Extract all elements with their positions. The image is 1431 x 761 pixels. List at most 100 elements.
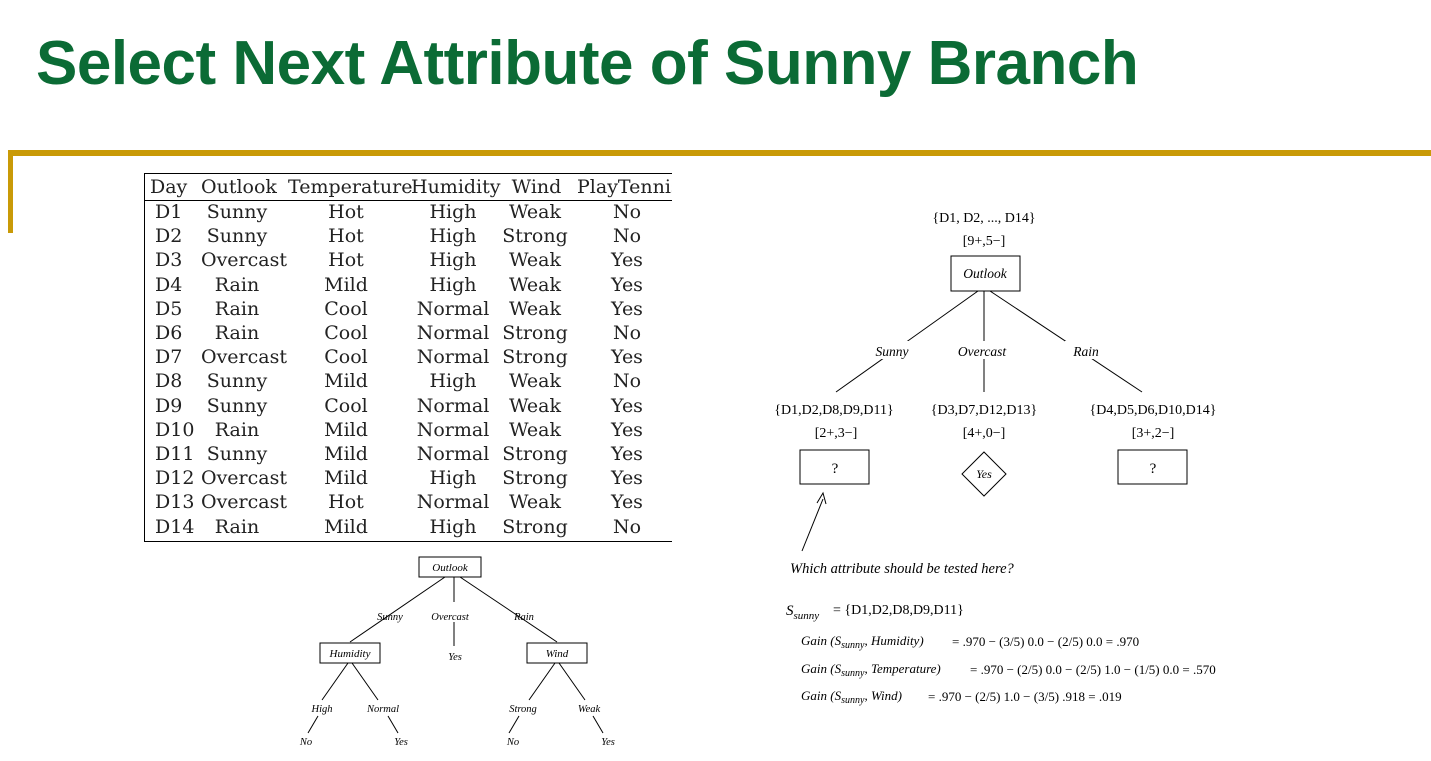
tree-edge	[351, 662, 379, 701]
table-cell: Strong	[502, 467, 568, 490]
table-cell: Rain	[214, 515, 260, 538]
table-cell: Mild	[324, 443, 368, 465]
gain-subscript: sunny	[841, 640, 865, 651]
table-cell: Weak	[508, 418, 562, 441]
tree-leaf-label: No	[506, 737, 519, 748]
table-row: D13 Overcast Hot Normal Weak Yes	[145, 490, 672, 514]
rain-counts: [3+,2−]	[1132, 426, 1175, 441]
table-cell: Mild	[324, 467, 368, 490]
tree-leaf-label: Yes	[448, 652, 462, 663]
table-row: D3 Overcast Hot High Weak Yes	[145, 248, 672, 272]
tree-node-outlook	[950, 255, 1021, 292]
label-backdrop	[864, 341, 920, 359]
table-cell: Rain	[214, 322, 260, 344]
tree-node-humidity	[319, 642, 381, 664]
table-cell: D7	[155, 346, 183, 369]
sunny-branch-diagram: {D1, D2, ..., D14} [9+,5−] Outlook Sunny…	[774, 211, 1216, 706]
table-header-cell: Wind	[511, 176, 562, 198]
root-example-set: {D1, D2, ..., D14}	[932, 211, 1035, 226]
table-cell: D5	[155, 297, 183, 320]
gain-subscript: sunny	[841, 668, 865, 679]
gain-temperature-label: Gain (Ssunny, Temperature)	[801, 661, 941, 679]
table-cell: D9	[155, 394, 183, 417]
table-cell: Yes	[611, 346, 643, 369]
sunny-counts: [2+,3−]	[815, 426, 858, 441]
sunny-example-set: {D1,D2,D8,D9,D11}	[774, 403, 893, 418]
tree-node-label: Humidity	[329, 648, 371, 660]
gain-attribute: , Humidity)	[864, 633, 923, 648]
gain-attribute: , Temperature)	[864, 661, 940, 676]
table-header-cell: PlayTennis	[577, 176, 672, 198]
table-cell: D12	[155, 467, 195, 490]
table-cell: Cool	[324, 297, 368, 320]
table-cell: Normal	[416, 418, 490, 441]
table-header-cell: Day	[150, 176, 188, 198]
tree-branch-label: Overcast	[958, 344, 1007, 359]
gain-attribute: , Wind)	[864, 688, 902, 703]
tree-leaf-label: Yes	[601, 737, 615, 748]
gain-humidity-calc: = .970 − (3/5) 0.0 − (2/5) 0.0 = .970	[952, 634, 1139, 649]
table-cell: Cool	[324, 322, 368, 344]
table-cell: Hot	[328, 201, 364, 223]
table-cell: D4	[155, 273, 183, 296]
label-backdrop	[953, 341, 1013, 359]
tree-node-label: Wind	[546, 648, 569, 660]
tree-leaf-label: No	[299, 737, 312, 748]
table-cell: Normal	[416, 443, 490, 465]
tree-node-label: ?	[832, 461, 839, 477]
tree-edge	[321, 662, 349, 701]
table-cell: Overcast	[201, 467, 287, 490]
table-cell: Yes	[611, 394, 643, 417]
rain-unknown-node	[1117, 449, 1188, 485]
table-cell: Yes	[611, 467, 643, 490]
tree-edge	[528, 662, 556, 701]
gain-prefix: Gain (S	[801, 661, 842, 676]
table-cell: Sunny	[206, 370, 268, 393]
table-cell: No	[612, 515, 642, 538]
tree-edge	[558, 662, 586, 701]
table-cell: Strong	[502, 225, 568, 248]
table-cell: Yes	[611, 273, 643, 296]
table-cell: No	[612, 322, 642, 344]
table-cell: Yes	[611, 418, 643, 441]
table-cell: Mild	[324, 273, 368, 296]
slide-title: Select Next Attribute of Sunny Branch	[36, 29, 1139, 98]
table-cell: Normal	[416, 297, 490, 320]
gain-prefix: Gain (S	[801, 633, 842, 648]
tree-branch-label: Sunny	[377, 612, 403, 623]
table-cell: Weak	[508, 297, 562, 320]
tree-branch-label: Rain	[513, 612, 534, 623]
tree-branch-label: Sunny	[876, 344, 909, 359]
tree-branch-label: High	[311, 704, 333, 715]
table-cell: D14	[155, 515, 195, 538]
title-rule	[8, 150, 1431, 156]
gain-wind-label: Gain (Ssunny, Wind)	[801, 688, 902, 706]
table-cell: Mild	[324, 370, 368, 393]
table-cell: Strong	[502, 443, 568, 465]
table-cell: Overcast	[201, 249, 287, 272]
table-cell: Mild	[324, 515, 368, 538]
tree-branch-label: Weak	[578, 704, 601, 715]
table-cell: High	[429, 467, 477, 490]
table-cell: No	[612, 201, 642, 223]
gain-humidity-label: Gain (Ssunny, Humidity)	[801, 633, 924, 651]
table-row: D10 Rain Mild Normal Weak Yes	[145, 418, 672, 442]
table-row: D5 Rain Cool Normal Weak Yes	[145, 297, 672, 321]
table-cell: Rain	[214, 273, 260, 296]
overcast-counts: [4+,0−]	[963, 426, 1006, 441]
table-cell: Yes	[611, 297, 643, 320]
table-cell: D3	[155, 249, 183, 272]
table-header-cell: Temperature	[288, 176, 413, 198]
arrow-head-icon	[816, 491, 827, 505]
table-cell: Strong	[502, 346, 568, 369]
table-row: D14 Rain Mild High Strong No	[145, 515, 672, 539]
tree-branch-label: Rain	[1072, 344, 1099, 359]
table-cell: Normal	[416, 346, 490, 369]
table-cell: D1	[155, 201, 183, 223]
table-cell: Cool	[324, 394, 368, 417]
table-row: D7 Overcast Cool Normal Strong Yes	[145, 345, 672, 369]
table-cell: No	[612, 225, 642, 248]
root-counts: [9+,5−]	[963, 234, 1006, 249]
table-cell: High	[429, 370, 477, 393]
table-row: D9 Sunny Cool Normal Weak Yes	[145, 394, 672, 418]
